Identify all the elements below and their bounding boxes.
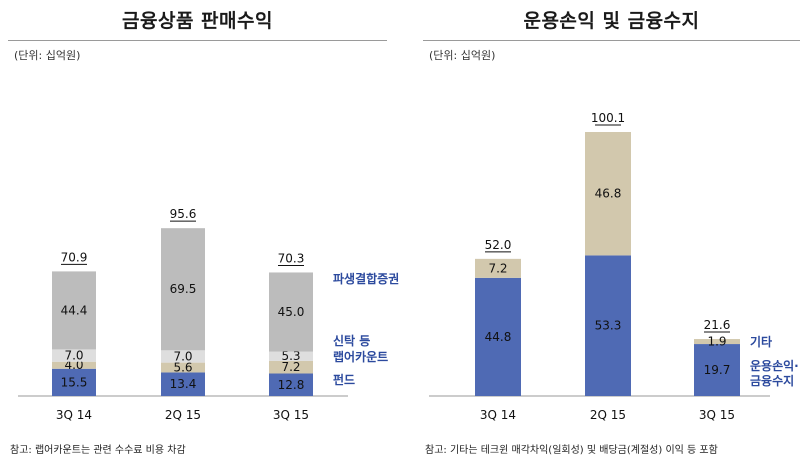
legend-label: 펀드 bbox=[333, 372, 355, 387]
bar-segment bbox=[52, 271, 96, 350]
data-label: 53.3 bbox=[595, 319, 622, 333]
bar-segment bbox=[161, 372, 205, 396]
total-label: 70.3 bbox=[278, 251, 305, 265]
bar-segment bbox=[585, 132, 631, 256]
bar-segment bbox=[269, 360, 313, 374]
x-tick-label: 2Q 15 bbox=[590, 408, 626, 422]
data-label: 7.0 bbox=[64, 349, 83, 363]
total-label: 95.6 bbox=[170, 207, 197, 221]
data-label: 5.3 bbox=[281, 349, 300, 363]
bar-segment bbox=[161, 228, 205, 351]
data-label: 12.8 bbox=[278, 378, 305, 392]
data-label: 45.0 bbox=[278, 305, 305, 319]
data-label: 4.0 bbox=[64, 358, 83, 372]
data-label: 1.9 bbox=[707, 335, 726, 349]
title-divider bbox=[423, 40, 800, 41]
total-label: 52.0 bbox=[485, 238, 512, 252]
total-label: 21.6 bbox=[704, 318, 731, 332]
unit-label: (단위: 십억원) bbox=[14, 49, 81, 62]
bar-segment bbox=[694, 339, 740, 345]
data-label: 15.5 bbox=[61, 375, 88, 389]
chart-title: 금융상품 판매수익 bbox=[122, 10, 273, 32]
bar-segment bbox=[269, 351, 313, 361]
data-label: 19.7 bbox=[704, 363, 731, 377]
data-label: 7.0 bbox=[173, 349, 192, 363]
data-label: 5.6 bbox=[173, 361, 192, 375]
data-label: 44.4 bbox=[61, 303, 88, 317]
bar-segment bbox=[269, 373, 313, 396]
data-label: 13.4 bbox=[170, 377, 197, 391]
x-tick-label: 3Q 15 bbox=[699, 408, 735, 422]
data-label: 7.2 bbox=[281, 360, 300, 374]
sales-revenue-chart: 15.54.07.044.470.93Q 1413.45.67.069.595.… bbox=[18, 207, 399, 422]
legend-label: 신탁 등 bbox=[333, 333, 370, 348]
data-label: 69.5 bbox=[170, 282, 197, 296]
legend-label: 파생결합증권 bbox=[333, 271, 399, 286]
footnote: 참고: 기타는 테크윈 매각차익(일회성) 및 배당금(계절성) 이익 등 포함 bbox=[425, 445, 718, 456]
x-tick-label: 3Q 14 bbox=[480, 408, 516, 422]
bar-segment bbox=[694, 344, 740, 396]
bar-segment bbox=[475, 277, 521, 396]
bar-segment bbox=[52, 361, 96, 369]
total-label: 100.1 bbox=[591, 111, 625, 125]
bar-segment bbox=[52, 368, 96, 396]
data-label: 44.8 bbox=[485, 330, 512, 344]
bar-segment bbox=[585, 255, 631, 396]
bar-segment bbox=[161, 362, 205, 373]
panel-sales-revenue: 금융상품 판매수익 (단위: 십억원) 15.5 4.0 7.0 44.4 70.9 3Q… bbox=[0, 0, 399, 465]
legend-label: 기타 bbox=[750, 334, 772, 349]
footnote: 참고: 랩어카운트는 관련 수수료 비용 차감 bbox=[10, 445, 186, 456]
unit-label: (단위: 십억원) bbox=[429, 49, 496, 62]
bar-segment bbox=[52, 349, 96, 362]
x-tick-label: 2Q 15 bbox=[165, 408, 201, 422]
legend-label: 운용손익· bbox=[750, 358, 799, 373]
panel-operating-income: 운용손익 및 금융수지 (단위: 십억원) 44.8 7.2 52.0 3Q 14 53… bbox=[415, 0, 808, 465]
legend-label: 랩어카운트 bbox=[333, 349, 388, 364]
operating-income-chart: 44.8 7.2 52.0 3Q 14 53.3 46.8 100.1 2Q 15 19.7 1.… bbox=[429, 111, 799, 422]
bar-segment bbox=[475, 258, 521, 278]
total-label: 70.9 bbox=[61, 250, 88, 264]
bar-segment bbox=[161, 350, 205, 363]
chart-title: 운용손익 및 금융수지 bbox=[523, 10, 700, 32]
data-label: 7.2 bbox=[488, 261, 507, 275]
x-tick-label: 3Q 14 bbox=[56, 408, 92, 422]
x-tick-label: 3Q 15 bbox=[273, 408, 309, 422]
bar-segment bbox=[269, 272, 313, 352]
data-label: 46.8 bbox=[595, 187, 622, 201]
title-divider bbox=[8, 40, 387, 41]
legend-label: 금융수지 bbox=[750, 373, 794, 388]
